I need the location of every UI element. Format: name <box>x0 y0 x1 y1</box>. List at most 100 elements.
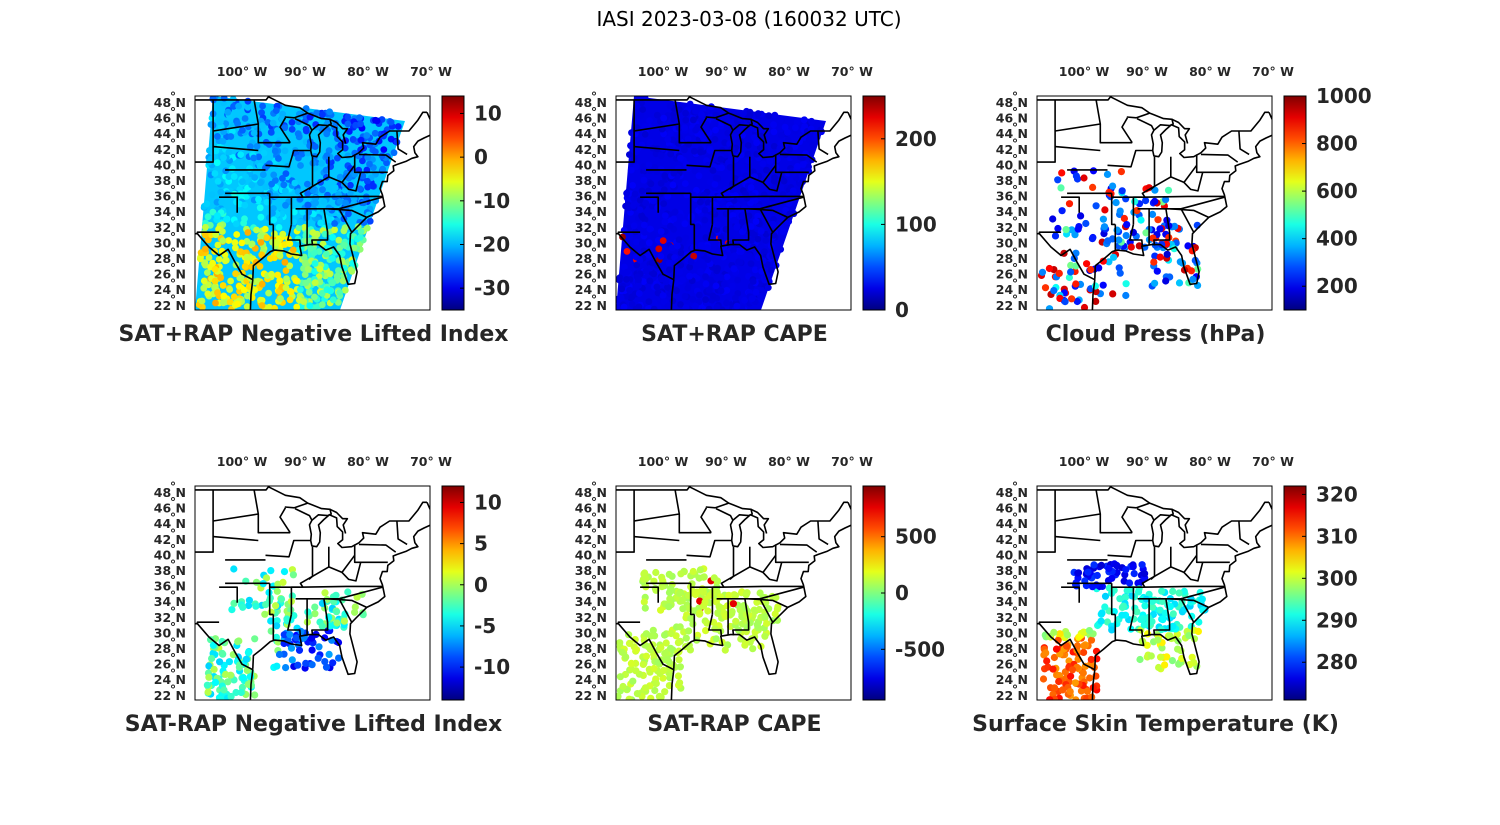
lon-tick-label: 90° W <box>705 64 747 79</box>
degree-mark: ° <box>170 557 176 572</box>
obs-dot <box>228 606 236 614</box>
lat-tick-label: 48 N <box>996 485 1028 500</box>
swath-dot <box>275 155 282 162</box>
obs-dot <box>1163 653 1171 661</box>
swath-dot <box>777 116 784 124</box>
lat-tick-label: 42 N <box>996 142 1028 157</box>
obs-dot <box>682 634 690 642</box>
swath-dot <box>799 161 807 168</box>
swath-dot <box>692 302 699 310</box>
swath-dot <box>777 131 785 139</box>
swath-dot <box>244 103 252 111</box>
swath-dot <box>640 278 647 285</box>
obs-dot <box>1151 197 1159 205</box>
obs-dot <box>631 636 639 644</box>
lat-tick-label: 26 N <box>575 657 607 672</box>
swath-dot <box>701 206 709 214</box>
swath-dot <box>651 120 658 128</box>
swath-dot <box>717 155 725 163</box>
state-boundary <box>1150 156 1156 191</box>
obs-dot <box>1121 593 1130 601</box>
obs-dot <box>321 589 329 597</box>
obs-dot <box>272 633 280 641</box>
swath-dot <box>230 173 238 180</box>
lat-tick-label: 26 N <box>154 267 186 282</box>
lon-tick-label: 80° W <box>768 454 810 469</box>
swath-dot <box>712 174 720 182</box>
colorbar-tick-label: 300 <box>1316 566 1358 590</box>
swath-dot <box>282 187 289 195</box>
swath-dot <box>329 233 336 241</box>
obs-dot <box>1057 184 1065 192</box>
lat-tick-label: 42 N <box>154 532 186 547</box>
lat-tick-label: 42 N <box>575 532 607 547</box>
obs-dot <box>267 567 275 575</box>
swath-dot <box>626 286 633 294</box>
swath-dot <box>764 284 772 291</box>
swath-dot <box>240 286 248 294</box>
swath-dot <box>636 206 644 214</box>
swath-dot <box>295 224 303 232</box>
swath-dot <box>623 268 631 276</box>
state-boundary <box>341 562 362 582</box>
swath-dot <box>681 292 689 300</box>
map-data-layer <box>1037 96 1272 310</box>
obs-dot <box>1079 669 1087 677</box>
lat-tick-label: 44 N <box>154 126 186 141</box>
lat-tick-label: 34 N <box>154 204 186 219</box>
degree-mark: ° <box>1012 495 1018 510</box>
swath-dot <box>217 274 225 282</box>
lon-tick-label: 70° W <box>410 64 452 79</box>
swath-dot <box>366 217 374 225</box>
obs-dot <box>1141 570 1149 578</box>
degree-mark: ° <box>1012 214 1018 229</box>
obs-dot <box>1155 663 1163 672</box>
obs-dot <box>700 573 708 581</box>
degree-mark: ° <box>591 198 597 213</box>
obs-dot <box>627 659 635 667</box>
obs-dot <box>1084 568 1092 576</box>
swath-dot <box>329 296 337 304</box>
swath-dot <box>219 299 227 307</box>
swath-dot <box>743 194 751 202</box>
swath-dot <box>638 187 646 195</box>
colorbar-tick-label: -5 <box>474 614 496 638</box>
lat-tick-label: 38 N <box>996 563 1028 578</box>
swath-dot <box>622 292 630 300</box>
swath-dot <box>259 171 267 178</box>
obs-dot <box>1108 626 1116 634</box>
swath-dot <box>623 248 631 255</box>
obs-dot <box>1112 199 1120 207</box>
obs-dot <box>1142 229 1150 237</box>
boundary-lines <box>195 96 430 310</box>
swath-dot <box>225 237 233 244</box>
lat-tick-label: 36 N <box>575 579 607 594</box>
obs-dot <box>230 599 238 607</box>
swath-dot <box>626 151 633 158</box>
obs-dot <box>1083 260 1091 268</box>
swath-dot <box>224 108 232 116</box>
obs-dot <box>308 661 316 669</box>
swath-dot <box>258 109 265 117</box>
state-boundary <box>1170 208 1210 219</box>
swath-dot <box>282 284 290 291</box>
swath-dot <box>751 266 759 274</box>
swath-dot <box>200 284 208 292</box>
swath-dot <box>628 301 636 308</box>
swath-dot <box>318 160 326 167</box>
swath-dot <box>225 173 233 180</box>
swath-dot <box>279 175 286 182</box>
obs-dot <box>218 637 226 646</box>
obs-dot <box>676 663 684 671</box>
swath-dot <box>344 113 352 121</box>
obs-dot <box>251 635 259 643</box>
colorbar-tick-label: 600 <box>1316 179 1358 203</box>
colorbar-tick-label: 0 <box>474 145 488 169</box>
swath-dot <box>235 102 242 110</box>
colorbar-tick-label: 0 <box>895 581 909 605</box>
swath-dot <box>326 270 334 278</box>
swath-dot <box>679 276 686 284</box>
obs-dot <box>755 605 763 614</box>
obs-dot <box>662 639 670 647</box>
state-boundary <box>353 154 388 174</box>
